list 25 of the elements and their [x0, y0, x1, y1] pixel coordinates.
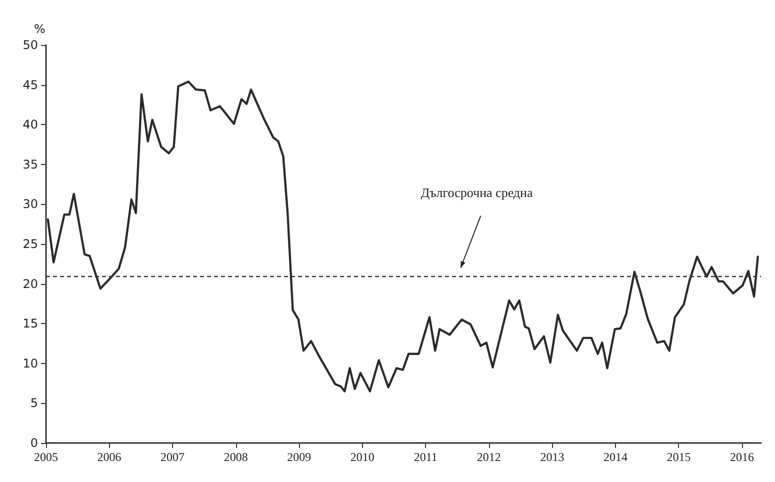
y-tick-label: 5 [30, 396, 38, 410]
y-tick-label: 30 [22, 197, 38, 212]
x-tick-label: 2016 [730, 450, 754, 464]
x-tick-label: 2013 [540, 450, 564, 464]
x-tick-label: 2006 [97, 450, 122, 464]
y-tick-label: 50 [22, 38, 38, 52]
x-tick-label: 2015 [666, 450, 691, 464]
x-tick-label: 2007 [160, 450, 185, 464]
y-tick-label: 15 [22, 316, 38, 331]
x-tick-label: 2012 [476, 450, 501, 464]
x-tick-label: 2011 [414, 450, 438, 464]
x-tick-label: 2009 [287, 450, 312, 464]
y-tick-label: 35 [22, 157, 38, 172]
x-tick-label: 2005 [34, 450, 58, 464]
ref-line-label: Дългосрочна средна [420, 184, 533, 200]
x-tick-label: 2010 [350, 450, 374, 464]
x-tick-label: 2008 [224, 450, 248, 464]
y-tick-label: 20 [22, 276, 38, 291]
y-tick-label: 25 [22, 237, 38, 251]
y-axis-title: % [34, 22, 46, 36]
y-tick-label: 40 [22, 118, 38, 132]
y-tick-label: 0 [30, 436, 38, 450]
y-tick-label: 45 [22, 78, 38, 92]
x-tick-label: 2014 [603, 450, 628, 464]
y-tick-label: 10 [22, 356, 38, 370]
